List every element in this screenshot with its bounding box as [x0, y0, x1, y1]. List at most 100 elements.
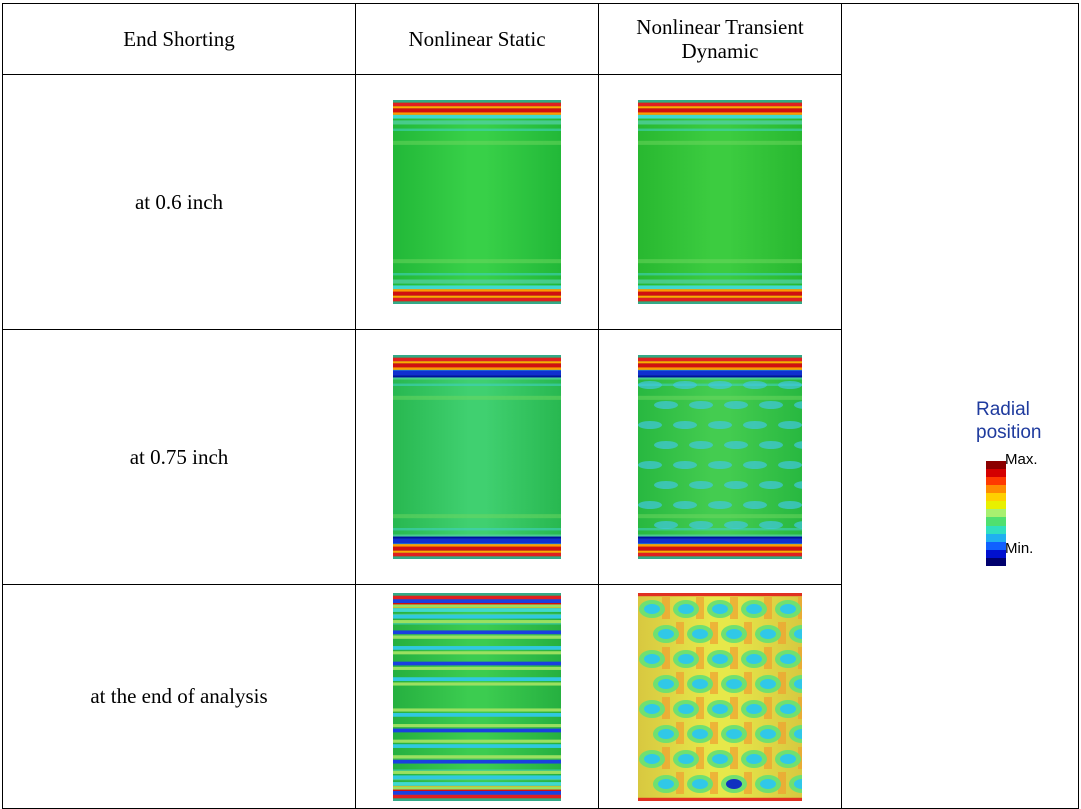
stripe [393, 370, 561, 375]
stripe [393, 553, 561, 557]
stripe [393, 129, 561, 131]
pattern [712, 754, 728, 764]
stripe [638, 273, 802, 275]
stripe [638, 544, 802, 546]
pattern [726, 629, 742, 639]
pattern [726, 729, 742, 739]
pattern [778, 381, 802, 389]
pattern [689, 481, 713, 489]
pattern [692, 729, 708, 739]
stripe [393, 302, 561, 304]
pattern [743, 421, 767, 429]
pattern [759, 441, 783, 449]
pattern [692, 779, 708, 789]
cylinder-image [393, 355, 561, 559]
pattern [780, 754, 796, 764]
stripe [638, 355, 802, 357]
stripe [638, 396, 802, 400]
stripe [393, 791, 561, 795]
image-cell [599, 75, 842, 330]
stripe [393, 677, 561, 681]
stripe [393, 794, 561, 798]
image-cell [356, 75, 599, 330]
stripe [638, 375, 802, 377]
pattern [644, 604, 660, 614]
stripe [393, 759, 561, 763]
stripe [638, 593, 802, 596]
stripe [638, 292, 802, 296]
stripe [638, 363, 802, 367]
stripe [393, 728, 561, 732]
stripe [638, 358, 802, 362]
stripe [393, 782, 561, 786]
pattern [708, 381, 732, 389]
stripe [638, 557, 802, 559]
stripe [393, 620, 561, 623]
stripe [393, 713, 561, 717]
stripe [638, 106, 802, 108]
stripe [393, 141, 561, 145]
pattern [638, 421, 662, 429]
stripe [638, 289, 802, 291]
stripe [393, 289, 561, 291]
stripe [638, 259, 802, 263]
stripe [393, 608, 561, 612]
pattern [644, 704, 660, 714]
stripe [393, 537, 561, 539]
color-swatch [986, 461, 1006, 469]
stripe [638, 514, 802, 518]
pattern [654, 401, 678, 409]
stripe [393, 296, 561, 298]
stripe [393, 786, 561, 789]
pattern [746, 754, 762, 764]
pattern [673, 381, 697, 389]
pattern [726, 779, 742, 789]
pattern [638, 501, 662, 509]
pattern [780, 704, 796, 714]
stripe [393, 280, 561, 284]
pattern [724, 401, 748, 409]
pattern [654, 521, 678, 529]
cylinder-image [638, 100, 802, 304]
stripe [393, 666, 561, 669]
stripe [393, 630, 561, 634]
stripe [393, 292, 561, 296]
stripe [393, 544, 561, 546]
color-swatch [986, 534, 1006, 542]
stripe [638, 553, 802, 557]
pattern [760, 779, 776, 789]
stripe [393, 285, 561, 289]
pattern [726, 679, 742, 689]
stripe [638, 296, 802, 298]
pattern [743, 381, 767, 389]
pattern [780, 654, 796, 664]
image-cell [599, 585, 842, 809]
pattern [743, 461, 767, 469]
legend-min: Min. [1005, 540, 1033, 557]
stripe [393, 375, 561, 377]
color-swatch [986, 558, 1006, 566]
stripe [638, 298, 802, 302]
stripe [638, 361, 802, 363]
stripe [393, 120, 561, 124]
stripe [393, 614, 561, 618]
pattern [759, 401, 783, 409]
stripe [393, 103, 561, 107]
pattern [638, 461, 662, 469]
color-swatch [986, 542, 1006, 550]
pattern [743, 501, 767, 509]
header-cell: End Shorting [3, 4, 356, 75]
stripe [393, 744, 561, 748]
stripe [393, 363, 561, 367]
pattern [689, 401, 713, 409]
stripe [393, 514, 561, 518]
stripe [393, 775, 561, 779]
pattern [654, 441, 678, 449]
stripe [393, 595, 561, 599]
stripe [393, 361, 561, 363]
stripe [393, 798, 561, 800]
pattern [759, 481, 783, 489]
stripe [393, 367, 561, 369]
stripe [393, 384, 561, 386]
image-cell [356, 585, 599, 809]
